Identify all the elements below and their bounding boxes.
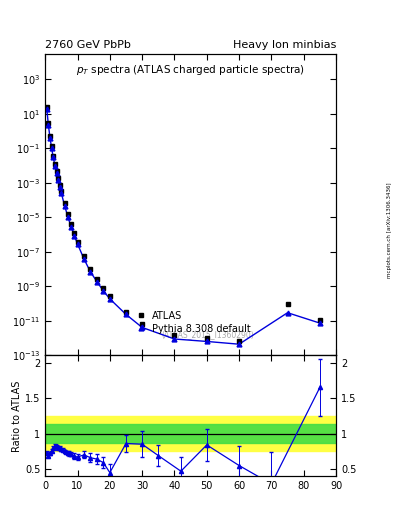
- ATLAS: [44, 104, 49, 110]
- ATLAS: [204, 335, 209, 342]
- Pythia 8.308 default: [88, 269, 93, 275]
- ATLAS: [285, 301, 290, 307]
- Pythia 8.308 default: [44, 106, 49, 112]
- ATLAS: [51, 153, 56, 159]
- Text: $p_T$ spectra (ATLAS charged particle spectra): $p_T$ spectra (ATLAS charged particle sp…: [76, 63, 305, 77]
- ATLAS: [318, 316, 322, 323]
- ATLAS: [82, 253, 86, 260]
- Pythia 8.308 default: [101, 288, 106, 294]
- ATLAS: [56, 175, 61, 181]
- Pythia 8.308 default: [51, 154, 56, 160]
- Text: (ATLAS_2015_I1360290): (ATLAS_2015_I1360290): [162, 330, 254, 339]
- ATLAS: [59, 188, 64, 194]
- ATLAS: [69, 221, 73, 227]
- ATLAS: [75, 239, 80, 245]
- Pythia 8.308 default: [72, 232, 77, 239]
- Pythia 8.308 default: [66, 214, 70, 220]
- ATLAS: [101, 285, 106, 291]
- Pythia 8.308 default: [172, 336, 177, 342]
- Pythia 8.308 default: [204, 338, 209, 345]
- ATLAS: [62, 200, 67, 206]
- Pythia 8.308 default: [82, 256, 86, 262]
- ATLAS: [54, 168, 59, 174]
- Pythia 8.308 default: [46, 122, 51, 129]
- ATLAS: [46, 120, 51, 126]
- ATLAS: [72, 230, 77, 237]
- Bar: [45, 416, 336, 451]
- Pythia 8.308 default: [285, 310, 290, 316]
- Pythia 8.308 default: [53, 162, 57, 168]
- Pythia 8.308 default: [48, 135, 52, 141]
- Text: 2760 GeV PbPb: 2760 GeV PbPb: [45, 40, 131, 50]
- Pythia 8.308 default: [237, 341, 241, 347]
- ATLAS: [48, 133, 52, 139]
- ATLAS: [107, 293, 112, 299]
- Pythia 8.308 default: [107, 296, 112, 302]
- Pythia 8.308 default: [140, 325, 145, 331]
- Pythia 8.308 default: [54, 170, 59, 176]
- Pythia 8.308 default: [318, 320, 322, 326]
- Pythia 8.308 default: [57, 184, 62, 190]
- Text: mcplots.cern.ch [arXiv:1306.3436]: mcplots.cern.ch [arXiv:1306.3436]: [387, 183, 392, 278]
- Line: Pythia 8.308 default: Pythia 8.308 default: [44, 106, 322, 347]
- ATLAS: [140, 321, 145, 327]
- ATLAS: [88, 266, 93, 272]
- ATLAS: [66, 211, 70, 218]
- ATLAS: [95, 276, 99, 282]
- Pythia 8.308 default: [62, 203, 67, 209]
- Pythia 8.308 default: [69, 224, 73, 230]
- Line: ATLAS: ATLAS: [44, 104, 322, 344]
- Y-axis label: Ratio to ATLAS: Ratio to ATLAS: [12, 380, 22, 452]
- ATLAS: [172, 332, 177, 338]
- ATLAS: [49, 143, 54, 150]
- Pythia 8.308 default: [59, 190, 64, 196]
- ATLAS: [57, 182, 62, 188]
- Pythia 8.308 default: [56, 177, 61, 183]
- ATLAS: [53, 161, 57, 167]
- Text: Heavy Ion minbias: Heavy Ion minbias: [233, 40, 336, 50]
- ATLAS: [237, 338, 241, 344]
- Bar: [45, 424, 336, 443]
- Pythia 8.308 default: [95, 279, 99, 285]
- Pythia 8.308 default: [124, 311, 129, 317]
- ATLAS: [124, 309, 129, 315]
- Pythia 8.308 default: [75, 241, 80, 247]
- Pythia 8.308 default: [49, 145, 54, 152]
- Legend: ATLAS, Pythia 8.308 default: ATLAS, Pythia 8.308 default: [132, 309, 253, 335]
